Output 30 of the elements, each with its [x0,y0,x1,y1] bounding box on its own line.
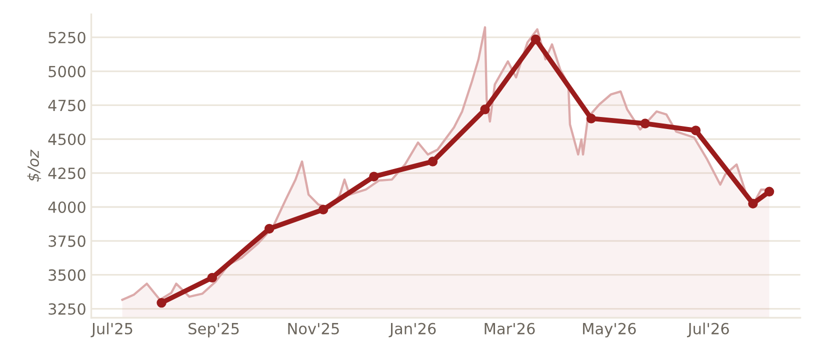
point [690,126,701,136]
x-tick-label: Nov'25 [288,322,339,334]
y-tick-label: 4500 [48,134,86,146]
x-tick-label: Jan'26 [388,322,436,338]
x-tick-label: Jul'25 [90,322,132,338]
y-tick-label: 3750 [48,235,86,247]
y-tick-label: 3250 [48,303,86,315]
y-tick-label: 5250 [48,32,86,44]
point [264,224,274,234]
point [318,204,328,214]
point [640,118,650,128]
y-tick-label: 4250 [48,168,86,180]
y-tick-label: 4750 [48,100,86,112]
y-tick-label: 5000 [48,66,86,78]
point [428,156,438,166]
point [530,34,541,44]
y-tick-label: 3500 [48,269,86,281]
point [156,298,166,308]
x-tick-label: Sep'25 [188,322,239,338]
y-axis-title: $/oz [27,150,42,182]
point [586,114,596,124]
point [748,198,758,208]
y-tick-label: 4000 [48,201,86,214]
point [480,104,490,114]
point [207,272,218,283]
x-tick-label: Mar'26 [484,322,535,334]
point [369,172,379,182]
x-tick-label: May'26 [583,322,636,338]
point [764,186,774,197]
x-tick-label: Jul'26 [687,322,729,338]
